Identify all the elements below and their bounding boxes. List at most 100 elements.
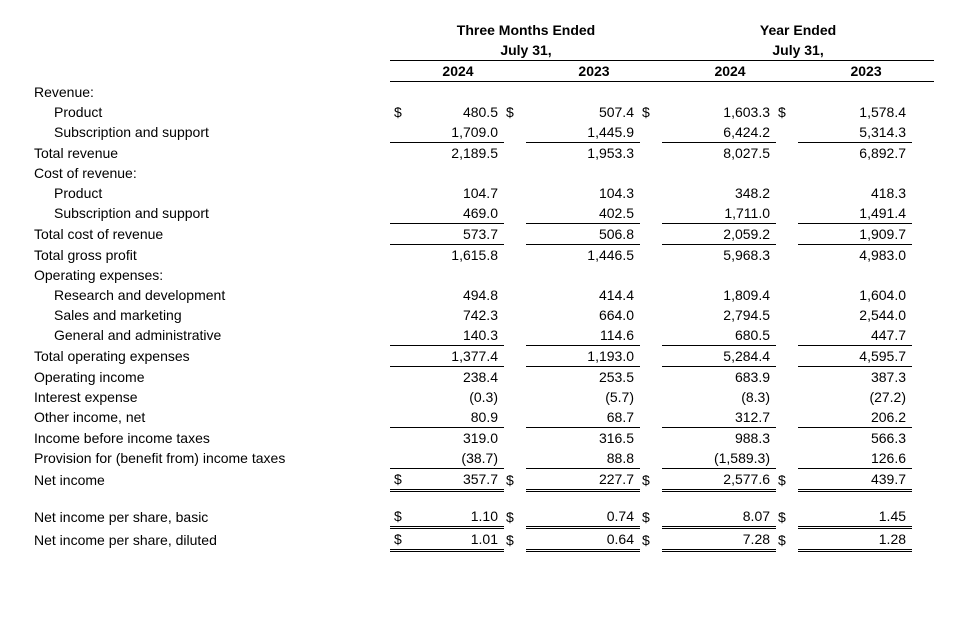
currency-symbol: $ [390, 102, 412, 122]
label-net-income: Net income [30, 468, 390, 490]
cell-value: (0.3) [412, 387, 504, 407]
cell-value: (1,589.3) [684, 448, 776, 469]
row-gna: General and administrative 140.3 114.6 6… [30, 325, 934, 346]
cell-value: (27.2) [820, 387, 912, 407]
label-revenue-header: Revenue: [30, 82, 390, 102]
label-sales-mkt: Sales and marketing [30, 305, 390, 325]
header-sub-2: July 31, [662, 40, 934, 61]
cell-value: 253.5 [548, 366, 640, 387]
header-y1: 2024 [390, 61, 526, 82]
row-subscription-cost: Subscription and support 469.0 402.5 1,7… [30, 203, 934, 224]
currency-symbol: $ [504, 468, 526, 490]
label-opex-header: Operating expenses: [30, 265, 390, 285]
label-op-income: Operating income [30, 366, 390, 387]
cell-value: (38.7) [412, 448, 504, 469]
cell-value: 506.8 [548, 223, 640, 244]
cell-value: 0.74 [548, 506, 640, 528]
label-subscription-revenue: Subscription and support [30, 122, 390, 143]
cell-value: 8,027.5 [684, 142, 776, 163]
cell-value: 2,577.6 [684, 468, 776, 490]
spacer-row [30, 490, 934, 506]
header-group-row: Three Months Ended Year Ended [30, 20, 934, 40]
cell-value: 357.7 [412, 468, 504, 490]
currency-symbol: $ [504, 102, 526, 122]
currency-symbol: $ [504, 527, 526, 550]
cell-value: 664.0 [548, 305, 640, 325]
cell-value: 6,424.2 [684, 122, 776, 143]
cell-value: 4,983.0 [820, 244, 912, 265]
currency-symbol: $ [390, 468, 412, 490]
row-total-revenue: Total revenue 2,189.5 1,953.3 8,027.5 6,… [30, 142, 934, 163]
label-total-revenue: Total revenue [30, 142, 390, 163]
label-interest-expense: Interest expense [30, 387, 390, 407]
cell-value: 126.6 [820, 448, 912, 469]
row-cost-header: Cost of revenue: [30, 163, 934, 183]
cell-value: 80.9 [412, 407, 504, 428]
row-total-opex: Total operating expenses 1,377.4 1,193.0… [30, 345, 934, 366]
cell-value: 480.5 [412, 102, 504, 122]
cell-value: 439.7 [820, 468, 912, 490]
row-rnd: Research and development 494.8 414.4 1,8… [30, 285, 934, 305]
row-opex-header: Operating expenses: [30, 265, 934, 285]
cell-value: 5,284.4 [684, 345, 776, 366]
label-product-revenue: Product [30, 102, 390, 122]
label-eps-basic: Net income per share, basic [30, 506, 390, 528]
row-net-income: Net income $357.7$ 227.7$ 2,577.6$ 439.7 [30, 468, 934, 490]
cell-value: 988.3 [684, 427, 776, 448]
cell-value: 68.7 [548, 407, 640, 428]
currency-symbol: $ [776, 527, 798, 550]
cell-value: 1,603.3 [684, 102, 776, 122]
row-tax: Provision for (benefit from) income taxe… [30, 448, 934, 469]
row-eps-diluted: Net income per share, diluted $1.01$ 0.6… [30, 527, 934, 550]
row-eps-basic: Net income per share, basic $1.10$ 0.74$… [30, 506, 934, 528]
cell-value: 312.7 [684, 407, 776, 428]
cell-value: 387.3 [820, 366, 912, 387]
cell-value: 4,595.7 [820, 345, 912, 366]
row-product-revenue: Product $480.5$ 507.4$ 1,603.3$ 1,578.4 [30, 102, 934, 122]
cell-value: 114.6 [548, 325, 640, 346]
cell-value: 1.01 [412, 527, 504, 550]
cell-value: 566.3 [820, 427, 912, 448]
cell-value: 238.4 [412, 366, 504, 387]
cell-value: 1.45 [820, 506, 912, 528]
cell-value: 447.7 [820, 325, 912, 346]
header-y2: 2023 [526, 61, 662, 82]
income-statement-table: Three Months Ended Year Ended July 31, J… [30, 20, 934, 552]
currency-symbol: $ [640, 102, 662, 122]
cell-value: 573.7 [412, 223, 504, 244]
cell-value: 316.5 [548, 427, 640, 448]
label-pretax: Income before income taxes [30, 427, 390, 448]
label-cost-header: Cost of revenue: [30, 163, 390, 183]
label-product-cost: Product [30, 183, 390, 203]
row-pretax: Income before income taxes 319.0 316.5 9… [30, 427, 934, 448]
cell-value: 1,193.0 [548, 345, 640, 366]
cell-value: (5.7) [548, 387, 640, 407]
cell-value: 1.28 [820, 527, 912, 550]
cell-value: 88.8 [548, 448, 640, 469]
row-total-cost: Total cost of revenue 573.7 506.8 2,059.… [30, 223, 934, 244]
cell-value: 0.64 [548, 527, 640, 550]
cell-value: 1,604.0 [820, 285, 912, 305]
currency-symbol: $ [640, 468, 662, 490]
cell-value: (8.3) [684, 387, 776, 407]
cell-value: 1.10 [412, 506, 504, 528]
row-op-income: Operating income 238.4 253.5 683.9 387.3 [30, 366, 934, 387]
cell-value: 206.2 [820, 407, 912, 428]
currency-symbol: $ [390, 527, 412, 550]
cell-value: 6,892.7 [820, 142, 912, 163]
cell-value: 104.7 [412, 183, 504, 203]
label-total-cost: Total cost of revenue [30, 223, 390, 244]
currency-symbol: $ [640, 527, 662, 550]
row-other-income: Other income, net 80.9 68.7 312.7 206.2 [30, 407, 934, 428]
cell-value: 494.8 [412, 285, 504, 305]
cell-value: 1,709.0 [412, 122, 504, 143]
currency-symbol: $ [390, 506, 412, 528]
currency-symbol: $ [776, 506, 798, 528]
cell-value: 683.9 [684, 366, 776, 387]
cell-value: 469.0 [412, 203, 504, 224]
cell-value: 507.4 [548, 102, 640, 122]
cell-value: 680.5 [684, 325, 776, 346]
cell-value: 1,809.4 [684, 285, 776, 305]
cell-value: 1,711.0 [684, 203, 776, 224]
label-eps-diluted: Net income per share, diluted [30, 527, 390, 550]
